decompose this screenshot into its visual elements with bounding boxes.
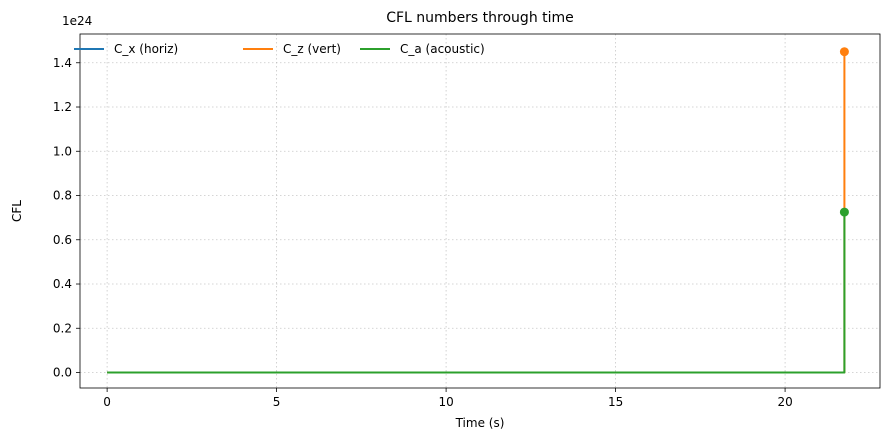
legend: C_x (horiz) C_z (vert) C_a (acoustic) <box>74 42 485 56</box>
x-tick-label: 5 <box>273 395 281 409</box>
y-tick-label: 0.0 <box>53 366 72 380</box>
x-tick-label: 15 <box>608 395 623 409</box>
x-tick-label: 10 <box>438 395 453 409</box>
series-layer <box>107 47 849 374</box>
x-axis-ticks: 0 5 10 15 20 <box>103 388 793 409</box>
y-tick-label: 0.2 <box>53 321 72 335</box>
y-tick-label: 1.2 <box>53 100 72 114</box>
x-tick-label: 0 <box>103 395 111 409</box>
series-end-marker-2 <box>839 47 849 57</box>
y-tick-label: 1.0 <box>53 144 72 158</box>
y-tick-label: 1.4 <box>53 56 72 70</box>
series-end-marker-3 <box>839 207 849 217</box>
y-axis-offset-label: 1e24 <box>62 14 92 28</box>
y-tick-label: 0.8 <box>53 189 72 203</box>
legend-entry-3: C_a (acoustic) <box>400 42 485 56</box>
y-tick-label: 0.4 <box>53 277 72 291</box>
x-tick-label: 20 <box>777 395 792 409</box>
legend-entry-2: C_z (vert) <box>283 42 341 56</box>
chart-title: CFL numbers through time <box>386 10 574 26</box>
plot-frame <box>79 33 881 389</box>
x-axis-label: Time (s) <box>455 416 505 430</box>
y-axis-label: CFL <box>10 200 24 222</box>
y-axis-ticks: 0.0 0.2 0.4 0.6 0.8 1.0 1.2 1.4 <box>53 56 80 380</box>
legend-entry-1: C_x (horiz) <box>114 42 178 56</box>
y-tick-label: 0.6 <box>53 233 72 247</box>
series-line-3 <box>107 212 846 374</box>
